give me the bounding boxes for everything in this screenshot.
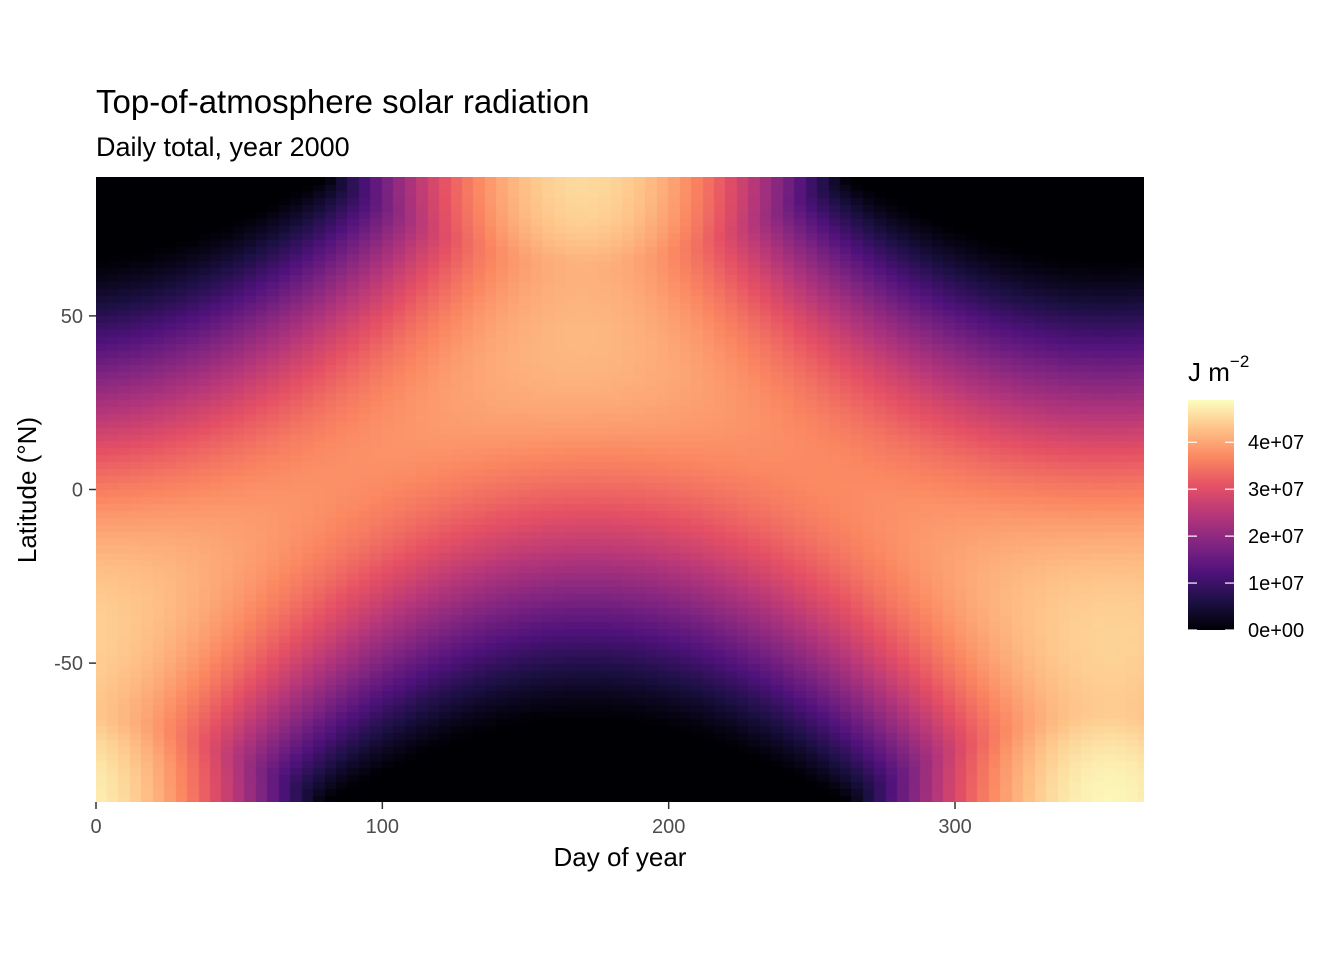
color-legend: J m−2 0e+00 1e+07 2e+07 3e+07 4e+07 — [1188, 352, 1304, 642]
legend-colorbar — [1188, 400, 1234, 630]
legend-title-unit: J m — [1188, 357, 1230, 387]
y-tick-label: -50 — [54, 653, 83, 675]
legend-tick-label: 3e+07 — [1248, 479, 1304, 501]
legend-tick-label: 1e+07 — [1248, 573, 1304, 595]
heatmap-raster — [96, 177, 1144, 802]
legend-title: J m−2 — [1188, 352, 1249, 387]
chart-title: Top-of-atmosphere solar radiation — [96, 83, 590, 120]
x-axis-title: Day of year — [554, 842, 687, 872]
y-axis: -50 0 50 — [54, 306, 96, 675]
x-tick-label: 100 — [366, 816, 399, 838]
legend-tick-label: 4e+07 — [1248, 432, 1304, 454]
x-tick-label: 300 — [938, 816, 971, 838]
legend-tick-label: 2e+07 — [1248, 526, 1304, 548]
x-tick-label: 200 — [652, 816, 685, 838]
x-axis: 0 100 200 300 — [90, 802, 972, 838]
legend-ticks: 0e+00 1e+07 2e+07 3e+07 4e+07 — [1188, 432, 1304, 642]
legend-tick-label: 0e+00 — [1248, 620, 1304, 642]
x-tick-label: 0 — [90, 816, 101, 838]
y-tick-label: 0 — [72, 480, 83, 502]
legend-title-exponent: −2 — [1230, 352, 1249, 371]
y-axis-title: Latitude (°N) — [12, 417, 42, 563]
chart-subtitle: Daily total, year 2000 — [96, 132, 350, 162]
y-tick-label: 50 — [61, 306, 83, 328]
